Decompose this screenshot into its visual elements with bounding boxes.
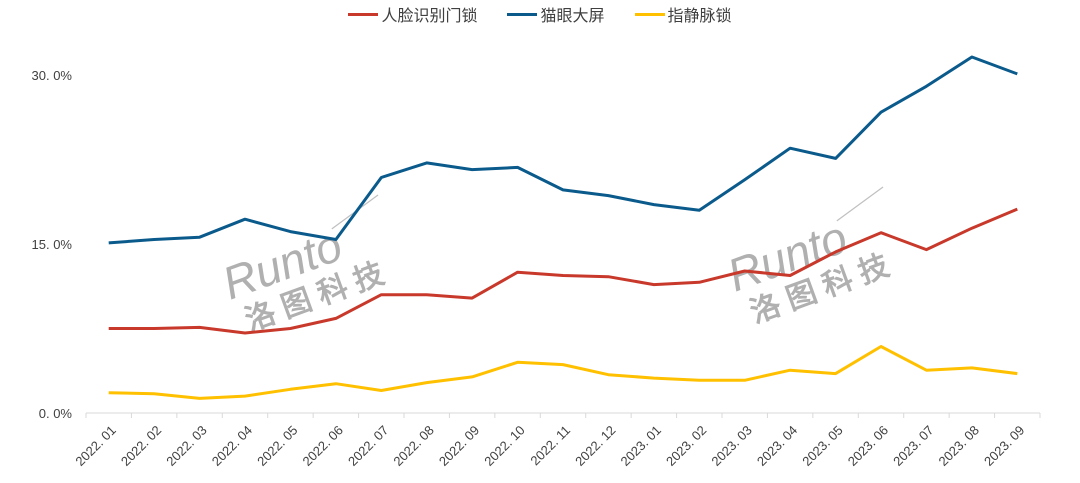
legend-item: 猫眼大屏 [507, 2, 605, 26]
chart-legend: 人脸识别门锁 猫眼大屏 指静脉锁 [0, 2, 1080, 26]
series-line [108, 55, 1018, 245]
x-tick-label: 2023. 09 [981, 423, 1027, 469]
legend-item: 人脸识别门锁 [348, 2, 477, 26]
x-tick-label: 2022. 02 [118, 423, 164, 469]
x-tick-label: 2022. 03 [163, 423, 209, 469]
legend-item: 指静脉锁 [634, 2, 732, 26]
legend-swatch [507, 12, 538, 16]
x-tick-label: 2022. 04 [209, 423, 255, 469]
series-line [108, 345, 1018, 400]
legend-label: 猫眼大屏 [540, 6, 605, 25]
x-tick-label: 2022. 12 [572, 423, 618, 469]
x-tick-label: 2022. 05 [254, 423, 300, 469]
legend-label: 指静脉锁 [667, 6, 732, 25]
x-tick-label: 2022. 07 [345, 423, 391, 469]
x-tick-label: 2022. 06 [300, 423, 346, 469]
x-tick-label: 2022. 01 [72, 423, 118, 469]
y-tick-label: 0. 0% [39, 406, 73, 421]
legend-swatch [634, 12, 665, 16]
x-tick-label: 2023. 04 [754, 423, 800, 469]
x-tick-label: 2022. 09 [436, 423, 482, 469]
x-tick-label: 2022. 10 [481, 423, 527, 469]
y-tick-label: 15. 0% [32, 237, 73, 252]
y-tick-label: 30. 0% [32, 68, 73, 83]
x-tick-label: 2023. 03 [708, 423, 754, 469]
x-tick-label: 2023. 07 [890, 423, 936, 469]
series-lines [108, 55, 1018, 400]
x-tick-label: 2023. 02 [663, 423, 709, 469]
x-tick-label: 2023. 06 [845, 423, 891, 469]
legend-label: 人脸识别门锁 [381, 6, 478, 25]
series-line [108, 207, 1018, 335]
x-tick-label: 2022. 08 [390, 423, 436, 469]
x-tick-label: 2022. 11 [527, 423, 573, 469]
x-tick-label: 2023. 01 [618, 423, 664, 469]
x-tick-label: 2023. 08 [936, 423, 982, 469]
x-tick-label: 2023. 05 [799, 423, 845, 469]
legend-swatch [348, 12, 379, 16]
